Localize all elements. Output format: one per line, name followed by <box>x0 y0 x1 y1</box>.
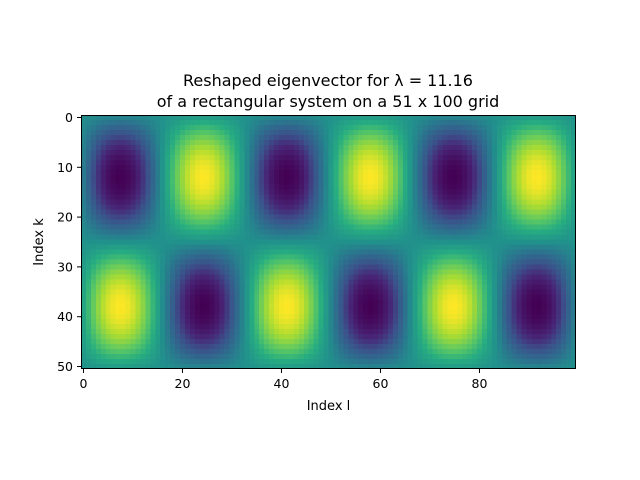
y-tick-label: 10 <box>57 160 73 175</box>
plot-frame <box>81 115 576 369</box>
y-axis-label: Index k <box>32 218 47 266</box>
y-axis-ticks: 0 10 20 30 40 50 <box>57 110 81 374</box>
x-axis-ticks: 0 20 40 60 80 <box>79 369 487 391</box>
x-tick-label: 80 <box>472 376 488 391</box>
chart-title-line-2: of a rectangular system on a 51 x 100 gr… <box>156 92 500 111</box>
x-tick-label: 40 <box>274 376 290 391</box>
x-tick-label: 60 <box>373 376 389 391</box>
y-tick-label: 40 <box>57 309 73 324</box>
chart-title-line-1: Reshaped eigenvector for λ = 11.16 <box>183 71 473 90</box>
y-tick-label: 20 <box>57 210 73 225</box>
y-tick-label: 50 <box>57 359 73 374</box>
x-tick-label: 0 <box>79 376 87 391</box>
x-tick-label: 20 <box>175 376 191 391</box>
y-tick-label: 30 <box>57 259 73 274</box>
heatmap-image <box>81 115 576 369</box>
x-axis-label: Index l <box>307 399 351 414</box>
y-tick-label: 0 <box>65 110 73 125</box>
